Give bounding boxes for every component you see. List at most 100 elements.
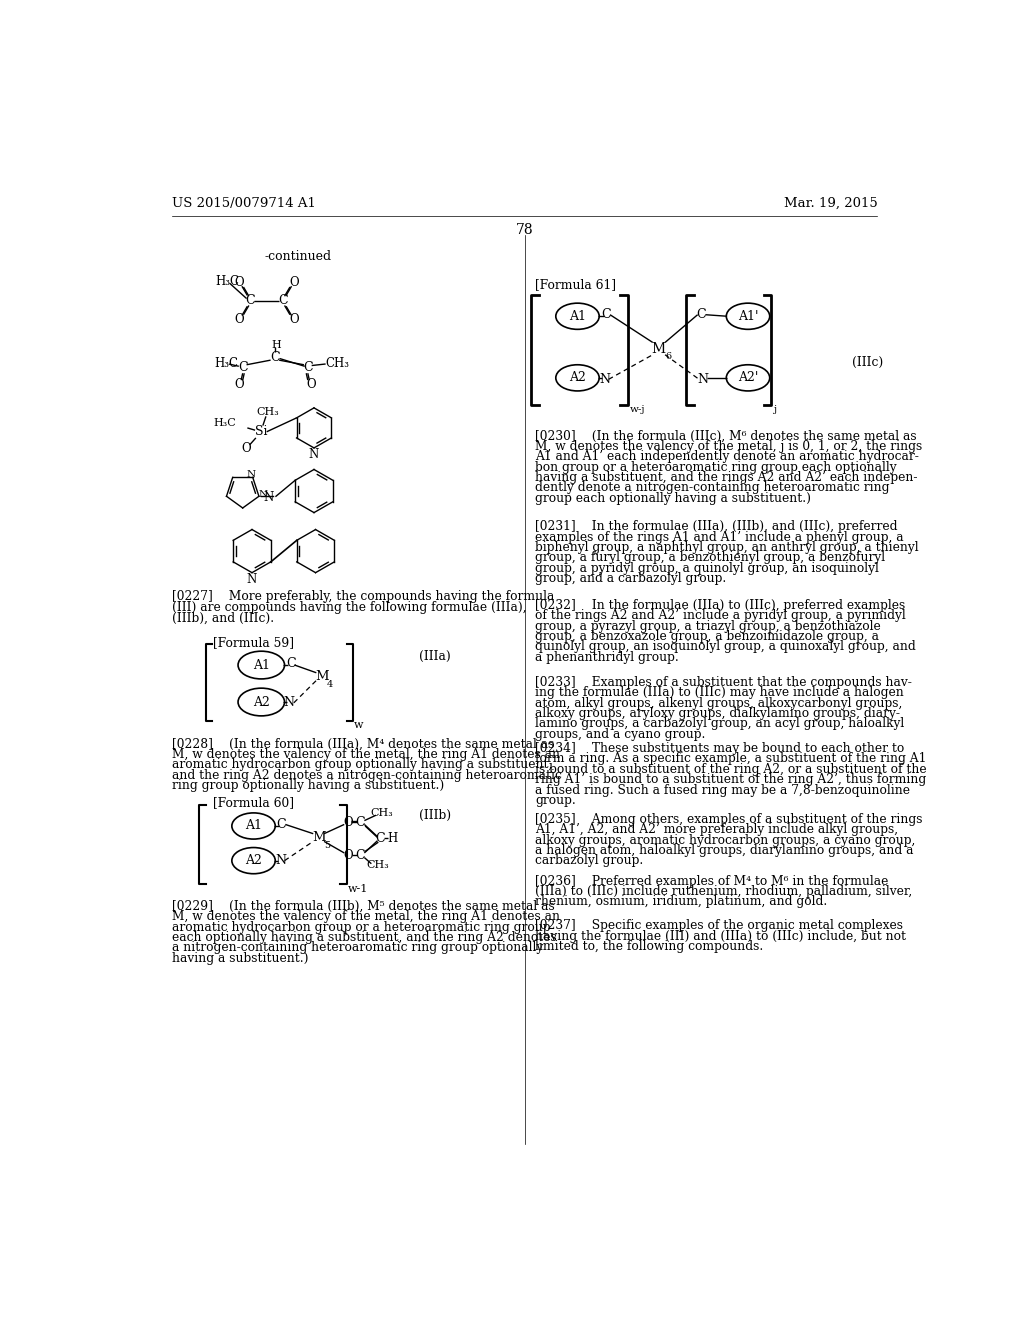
Text: [0230]  (In the formula (IIIc), M⁶ denotes the same metal as: [0230] (In the formula (IIIc), M⁶ denote… (535, 429, 916, 442)
Text: -continued: -continued (265, 249, 332, 263)
Text: CH₃: CH₃ (367, 861, 389, 870)
Text: C: C (355, 816, 366, 829)
Text: N: N (284, 696, 295, 709)
Text: C: C (246, 294, 255, 308)
Text: H₃C: H₃C (214, 417, 237, 428)
Text: C: C (270, 351, 280, 363)
Text: C: C (303, 362, 312, 375)
Text: C: C (279, 294, 288, 308)
Text: [0236]  Preferred examples of M⁴ to M⁶ in the formulae: [0236] Preferred examples of M⁴ to M⁶ in… (535, 875, 888, 887)
Text: j: j (773, 405, 776, 413)
Text: O: O (306, 379, 315, 391)
Text: CH₃: CH₃ (256, 407, 279, 417)
Text: A1 and A1’ each independently denote an aromatic hydrocar-: A1 and A1’ each independently denote an … (535, 450, 919, 463)
Text: [0237]  Specific examples of the organic metal complexes: [0237] Specific examples of the organic … (535, 919, 903, 932)
Text: having a substituent, and the rings A2 and A2’ each indepen-: having a substituent, and the rings A2 a… (535, 471, 918, 484)
Text: group, a benzoxazole group, a benzoimidazole group, a: group, a benzoxazole group, a benzoimida… (535, 630, 879, 643)
Text: A1: A1 (569, 310, 586, 323)
Text: alkoxy groups, aryloxy groups, dialkylamino groups, diary-: alkoxy groups, aryloxy groups, dialkylam… (535, 708, 900, 719)
Text: C: C (375, 832, 385, 845)
Text: A2: A2 (569, 371, 586, 384)
Text: N: N (247, 470, 256, 479)
Text: 78: 78 (516, 223, 534, 238)
Text: A1: A1 (245, 820, 262, 833)
Text: w-j: w-j (630, 405, 645, 413)
Text: M, w denotes the valency of the metal, the ring A1 denotes an: M, w denotes the valency of the metal, t… (172, 748, 560, 760)
Text: O: O (289, 313, 299, 326)
Text: C: C (238, 362, 248, 375)
Text: M: M (315, 671, 329, 684)
Text: O: O (241, 442, 251, 455)
Text: dently denote a nitrogen-containing heteroaromatic ring: dently denote a nitrogen-containing hete… (535, 482, 890, 495)
Text: C: C (696, 308, 707, 321)
Text: rhenium, osmium, iridium, platinum, and gold.: rhenium, osmium, iridium, platinum, and … (535, 895, 827, 908)
Text: C: C (601, 308, 611, 321)
Text: N: N (258, 490, 267, 499)
Text: US 2015/0079714 A1: US 2015/0079714 A1 (172, 197, 316, 210)
Text: 5: 5 (324, 841, 330, 850)
Text: a fused ring. Such a fused ring may be a 7,8-benzoquinoline: a fused ring. Such a fused ring may be a… (535, 784, 910, 797)
Text: A1: A1 (253, 659, 269, 672)
Text: ing the formulae (IIIa) to (IIIc) may have include a halogen: ing the formulae (IIIa) to (IIIc) may ha… (535, 686, 903, 700)
Text: A2: A2 (245, 854, 262, 867)
Text: (IIIa): (IIIa) (419, 649, 451, 663)
Text: M: M (312, 832, 326, 843)
Text: A2': A2' (738, 371, 758, 384)
Text: CH₃: CH₃ (371, 808, 393, 818)
Text: each optionally having a substituent, and the ring A2 denotes: each optionally having a substituent, an… (172, 931, 557, 944)
Text: (IIIa) to (IIIc) include ruthenium, rhodium, palladium, silver,: (IIIa) to (IIIc) include ruthenium, rhod… (535, 884, 912, 898)
Text: M, w denotes the valency of the metal, the ring A1 denotes an: M, w denotes the valency of the metal, t… (172, 911, 560, 923)
Text: M, w denotes the valency of the metal, j is 0, 1, or 2, the rings: M, w denotes the valency of the metal, j… (535, 440, 923, 453)
Text: form a ring. As a specific example, a substituent of the ring A1: form a ring. As a specific example, a su… (535, 752, 927, 766)
Text: N: N (309, 449, 319, 462)
Text: [0231]  In the formulae (IIIa), (IIIb), and (IIIc), preferred: [0231] In the formulae (IIIa), (IIIb), a… (535, 520, 897, 533)
Text: C: C (355, 849, 366, 862)
Text: Mar. 19, 2015: Mar. 19, 2015 (783, 197, 878, 210)
Text: (IIIb): (IIIb) (419, 809, 451, 822)
Text: [Formula 59]: [Formula 59] (213, 636, 294, 649)
Text: C: C (276, 818, 287, 832)
Text: [Formula 61]: [Formula 61] (535, 277, 615, 290)
Text: [0228]  (In the formula (IIIa), M⁴ denotes the same metal as: [0228] (In the formula (IIIa), M⁴ denote… (172, 738, 555, 751)
Text: a halogen atom, haloalkyl groups, diarylamino groups, and a: a halogen atom, haloalkyl groups, diaryl… (535, 843, 913, 857)
Text: M: M (652, 342, 666, 355)
Text: CH₃: CH₃ (326, 358, 349, 371)
Text: [0235]  Among others, examples of a substituent of the rings: [0235] Among others, examples of a subst… (535, 813, 923, 826)
Text: group, a pyridyl group, a quinolyl group, an isoquinolyl: group, a pyridyl group, a quinolyl group… (535, 562, 879, 576)
Text: group, and a carbazolyl group.: group, and a carbazolyl group. (535, 573, 726, 585)
Text: N: N (263, 491, 273, 504)
Text: [0233]  Examples of a substituent that the compounds hav-: [0233] Examples of a substituent that th… (535, 676, 911, 689)
Text: (IIIc): (IIIc) (852, 356, 884, 370)
Text: having a substituent.): having a substituent.) (172, 952, 308, 965)
Text: Si: Si (255, 425, 267, 438)
Text: O: O (343, 816, 353, 829)
Text: O: O (234, 379, 245, 391)
Text: a phenanthridyl group.: a phenanthridyl group. (535, 651, 679, 664)
Text: ring A1’ is bound to a substituent of the ring A2’, thus forming: ring A1’ is bound to a substituent of th… (535, 774, 926, 787)
Text: ring group optionally having a substituent.): ring group optionally having a substitue… (172, 779, 444, 792)
Text: group, a furyl group, a benzothienyl group, a benzofuryl: group, a furyl group, a benzothienyl gro… (535, 552, 885, 565)
Text: O: O (234, 276, 245, 289)
Text: is bound to a substituent of the ring A2, or a substituent of the: is bound to a substituent of the ring A2… (535, 763, 927, 776)
Text: (IIIb), and (IIIc).: (IIIb), and (IIIc). (172, 612, 274, 624)
Text: N: N (599, 372, 610, 385)
Text: aromatic hydrocarbon group or a heteroaromatic ring group: aromatic hydrocarbon group or a heteroar… (172, 921, 551, 933)
Text: of the rings A2 and A2’ include a pyridyl group, a pyrimidyl: of the rings A2 and A2’ include a pyridy… (535, 610, 905, 622)
Text: H: H (387, 832, 397, 845)
Text: w-1: w-1 (348, 884, 369, 894)
Text: H₃C: H₃C (216, 275, 240, 288)
Text: lamino groups, a carbazolyl group, an acyl group, haloalkyl: lamino groups, a carbazolyl group, an ac… (535, 718, 904, 730)
Text: bon group or a heteroaromatic ring group each optionally: bon group or a heteroaromatic ring group… (535, 461, 896, 474)
Text: [0234]  These substituents may be bound to each other to: [0234] These substituents may be bound t… (535, 742, 904, 755)
Text: and the ring A2 denotes a nitrogen-containing heteroaromatic: and the ring A2 denotes a nitrogen-conta… (172, 768, 562, 781)
Text: O: O (343, 849, 353, 862)
Text: [Formula 60]: [Formula 60] (213, 796, 294, 809)
Text: carbazolyl group.: carbazolyl group. (535, 854, 643, 867)
Text: H₃C: H₃C (215, 358, 239, 371)
Text: limited to, the following compounds.: limited to, the following compounds. (535, 940, 763, 953)
Text: group.: group. (535, 795, 575, 807)
Text: group each optionally having a substituent.): group each optionally having a substitue… (535, 492, 811, 504)
Text: atom, alkyl groups, alkenyl groups, alkoxycarbonyl groups,: atom, alkyl groups, alkenyl groups, alko… (535, 697, 902, 710)
Text: N: N (275, 854, 286, 867)
Text: 4: 4 (328, 681, 334, 689)
